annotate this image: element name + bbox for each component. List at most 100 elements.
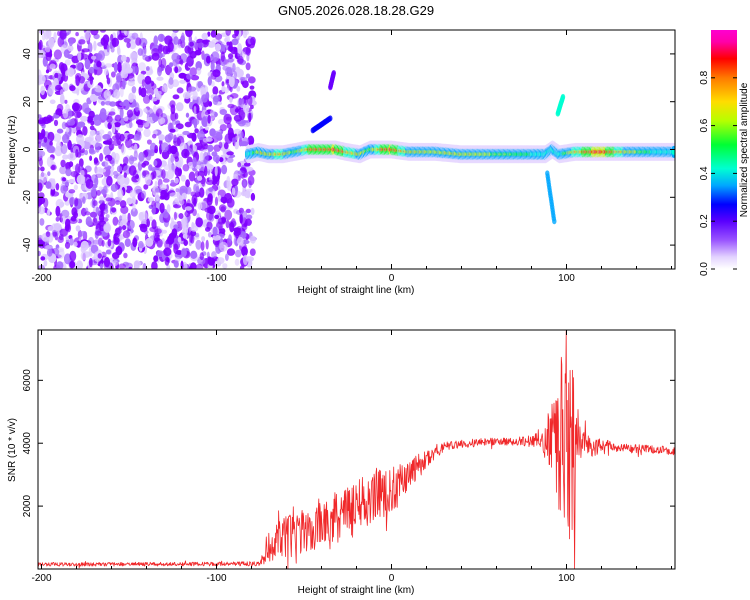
noise-speck xyxy=(112,216,119,226)
noise-speck xyxy=(173,243,179,255)
noise-speck xyxy=(224,209,233,221)
noise-speck xyxy=(100,30,106,33)
noise-speck xyxy=(101,201,105,207)
noise-speck xyxy=(135,174,140,180)
noise-speck xyxy=(112,260,119,267)
noise-speck xyxy=(225,219,230,229)
noise-speck xyxy=(144,75,152,85)
noise-speck xyxy=(102,34,110,44)
noise-speck xyxy=(184,210,191,218)
noise-speck xyxy=(53,133,62,142)
noise-speck xyxy=(200,241,205,252)
noise-speck xyxy=(201,94,208,103)
noise-speck xyxy=(123,252,128,259)
noise-speck xyxy=(143,108,148,113)
noise-speck xyxy=(195,165,202,170)
noise-speck xyxy=(227,127,234,138)
snr-y-label: SNR (10 * v/v) xyxy=(7,418,18,482)
noise-speck xyxy=(241,239,250,245)
noise-speck xyxy=(239,76,248,82)
noise-speck xyxy=(239,265,245,269)
noise-speck xyxy=(119,101,128,107)
noise-speck xyxy=(250,207,255,216)
noise-speck xyxy=(122,156,129,165)
x-tick-label: -100 xyxy=(206,273,226,284)
noise-speck xyxy=(115,200,121,205)
noise-speck xyxy=(60,143,68,155)
noise-speck xyxy=(144,85,152,90)
noise-speck xyxy=(227,103,235,109)
snr-x-label: Height of straight line (km) xyxy=(298,585,415,596)
noise-speck xyxy=(40,85,46,96)
noise-speck xyxy=(101,240,105,247)
noise-speck xyxy=(170,111,177,122)
noise-speck xyxy=(59,166,67,175)
side-feature-speck xyxy=(328,115,333,122)
noise-speck xyxy=(195,217,203,228)
noise-speck xyxy=(216,257,225,265)
noise-speck xyxy=(75,75,80,87)
noise-speck xyxy=(191,194,198,205)
noise-speck xyxy=(38,150,46,157)
noise-speck xyxy=(89,125,95,131)
noise-speck xyxy=(169,128,176,133)
noise-speck xyxy=(230,218,236,228)
noise-speck xyxy=(155,228,162,234)
noise-speck xyxy=(128,92,134,103)
noise-speck xyxy=(160,189,168,200)
noise-speck xyxy=(119,133,125,142)
noise-speck xyxy=(99,108,107,119)
noise-speck xyxy=(53,49,63,60)
noise-speck xyxy=(56,261,64,269)
noise-speck xyxy=(225,66,233,77)
noise-speck xyxy=(197,175,203,181)
noise-speck xyxy=(199,151,204,163)
noise-speck xyxy=(98,129,105,135)
noise-speck xyxy=(190,234,195,244)
noise-speck xyxy=(78,76,86,84)
noise-speck xyxy=(53,223,62,231)
noise-speck xyxy=(107,238,112,247)
colorbar: 0.0 0.2 0.4 0.6 0.8 Normalized spectral ampl… xyxy=(699,30,750,276)
noise-speck xyxy=(108,111,116,116)
noise-speck xyxy=(201,236,206,242)
noise-speck xyxy=(159,184,168,190)
noise-speck xyxy=(207,76,212,86)
noise-speck xyxy=(221,164,228,175)
noise-speck xyxy=(78,39,86,45)
noise-speck xyxy=(111,71,116,78)
noise-speck xyxy=(84,58,91,70)
noise-speck xyxy=(216,177,220,186)
noise-speck xyxy=(164,134,172,143)
noise-speck xyxy=(212,189,216,199)
noise-speck xyxy=(129,189,137,198)
noise-speck xyxy=(245,45,251,56)
noise-speck xyxy=(85,216,92,227)
noise-speck xyxy=(108,143,115,151)
noise-speck xyxy=(100,217,109,222)
noise-speck xyxy=(98,186,103,191)
noise-speck xyxy=(61,133,70,144)
noise-speck xyxy=(120,54,127,62)
noise-speck xyxy=(220,51,225,62)
noise-speck xyxy=(196,96,201,106)
noise-speck xyxy=(50,190,55,197)
noise-speck xyxy=(40,256,46,261)
noise-speck xyxy=(236,55,244,65)
noise-speck xyxy=(221,85,226,93)
noise-speck xyxy=(244,218,252,226)
noise-speck xyxy=(128,165,137,176)
noise-speck xyxy=(182,91,191,100)
noise-speck xyxy=(99,196,105,201)
noise-speck xyxy=(39,218,45,226)
noise-speck xyxy=(55,84,62,91)
noise-speck xyxy=(171,52,180,62)
noise-speck xyxy=(65,70,69,77)
noise-speck xyxy=(157,33,165,43)
noise-speck xyxy=(55,216,60,222)
noise-speck xyxy=(222,263,228,269)
noise-speck xyxy=(186,73,193,80)
noise-speck xyxy=(89,93,98,102)
noise-speck xyxy=(104,157,109,168)
